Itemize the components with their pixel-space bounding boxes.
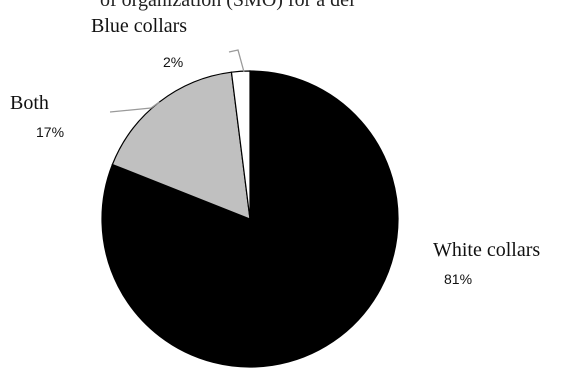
slice-labels: White collars 81% Both 17% Blue collars 2% bbox=[10, 15, 540, 287]
leader-line-both bbox=[109, 101, 160, 113]
leader-line-blue-collars bbox=[228, 49, 245, 73]
pie-slice-blue-collars bbox=[230, 70, 251, 220]
caption-fragment: of organization (SMO) for a del bbox=[100, 0, 355, 11]
slice-value-blue-collars: 2% bbox=[163, 54, 183, 70]
slice-label-blue-collars: Blue collars bbox=[91, 15, 187, 37]
slice-value-both: 17% bbox=[36, 124, 64, 140]
leader-lines bbox=[109, 49, 245, 113]
slice-value-white-collars: 81% bbox=[444, 271, 472, 287]
pie-slices bbox=[101, 70, 399, 368]
slice-label-white-collars: White collars bbox=[433, 239, 540, 261]
slice-label-both: Both bbox=[10, 92, 49, 114]
